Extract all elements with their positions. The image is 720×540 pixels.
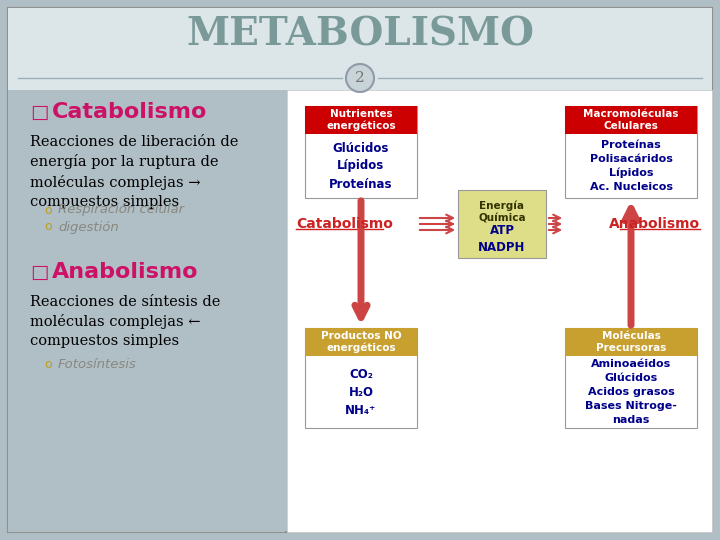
FancyBboxPatch shape xyxy=(458,190,546,258)
FancyBboxPatch shape xyxy=(565,106,697,134)
Text: □: □ xyxy=(30,262,48,281)
Text: Catabolismo: Catabolismo xyxy=(52,102,207,122)
FancyBboxPatch shape xyxy=(565,328,697,356)
FancyBboxPatch shape xyxy=(287,90,712,532)
Text: digestión: digestión xyxy=(58,220,119,233)
Text: Moléculas
Precursoras: Moléculas Precursoras xyxy=(596,331,666,353)
Text: Catabolismo: Catabolismo xyxy=(296,217,393,231)
Text: o: o xyxy=(44,220,52,233)
Text: 2: 2 xyxy=(355,71,365,85)
Text: Reacciones de síntesis de
moléculas complejas ←
compuestos simples: Reacciones de síntesis de moléculas comp… xyxy=(30,295,220,348)
Text: CO₂
H₂O
NH₄⁺: CO₂ H₂O NH₄⁺ xyxy=(346,368,377,416)
Text: □: □ xyxy=(30,103,48,122)
FancyBboxPatch shape xyxy=(565,106,697,198)
Text: Glúcidos
Lípidos
Proteínas: Glúcidos Lípidos Proteínas xyxy=(329,141,392,191)
FancyBboxPatch shape xyxy=(305,106,417,134)
Text: o: o xyxy=(44,359,52,372)
Text: Reacciones de liberación de
energía por la ruptura de
moléculas complejas →
comp: Reacciones de liberación de energía por … xyxy=(30,135,238,209)
Text: Anabolismo: Anabolismo xyxy=(609,217,700,231)
FancyBboxPatch shape xyxy=(305,328,417,356)
FancyBboxPatch shape xyxy=(305,106,417,198)
Text: METABOLISMO: METABOLISMO xyxy=(186,16,534,54)
FancyBboxPatch shape xyxy=(8,90,285,532)
FancyBboxPatch shape xyxy=(8,8,712,532)
Text: Respiración celular: Respiración celular xyxy=(58,204,184,217)
Text: o: o xyxy=(44,204,52,217)
Text: Anabolismo: Anabolismo xyxy=(52,262,199,282)
FancyBboxPatch shape xyxy=(565,328,697,428)
Text: Proteínas
Polisacáridos
Lípidos
Ac. Nucleicos: Proteínas Polisacáridos Lípidos Ac. Nucl… xyxy=(590,140,672,192)
Circle shape xyxy=(346,64,374,92)
Text: Energía
Química: Energía Química xyxy=(478,201,526,223)
FancyBboxPatch shape xyxy=(8,8,712,90)
Text: Fotosíntesis: Fotosíntesis xyxy=(58,359,137,372)
Text: Productos NO
energéticos: Productos NO energéticos xyxy=(320,331,401,353)
Text: ATP
NADPH: ATP NADPH xyxy=(478,224,526,254)
Text: Aminoaéidos
Glúcidos
Acidos grasos
Bases Nitroge-
nadas: Aminoaéidos Glúcidos Acidos grasos Bases… xyxy=(585,359,677,425)
FancyBboxPatch shape xyxy=(305,328,417,428)
Text: Nutrientes
energéticos: Nutrientes energéticos xyxy=(326,109,396,131)
Text: Macromoléculas
Celulares: Macromoléculas Celulares xyxy=(583,109,679,131)
